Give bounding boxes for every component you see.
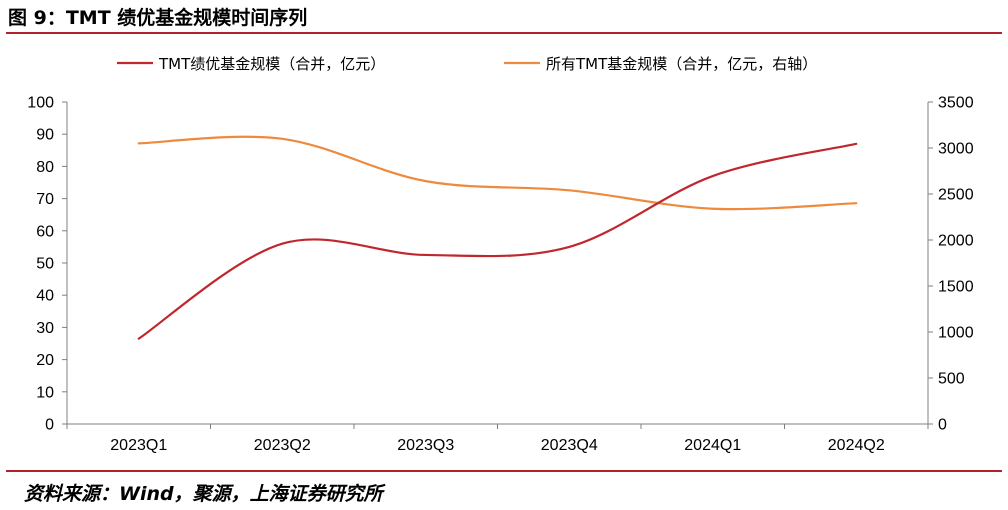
legend-item-all-tmt-funds: 所有TMT基金规模（合并，亿元，右轴）: [504, 55, 817, 73]
source-rule: [6, 470, 1002, 472]
right-tick-label: 1500: [938, 279, 974, 296]
right-tick-label: 1000: [938, 325, 974, 342]
right-tick-label: 3000: [938, 141, 974, 158]
x-tick-label: 2023Q4: [541, 437, 598, 454]
left-tick-label: 40: [36, 288, 54, 305]
x-tick-label: 2024Q1: [684, 437, 741, 454]
left-tick-label: 70: [36, 191, 54, 208]
title-rule: [6, 32, 1002, 34]
legend-item-tmt-top-funds: TMT绩优基金规模（合并，亿元）: [117, 55, 385, 73]
left-tick-label: 30: [36, 320, 54, 337]
x-tick-label: 2023Q3: [397, 437, 454, 454]
left-tick-label: 10: [36, 384, 54, 401]
series-line-all-tmt-funds: [137, 135, 858, 211]
right-tick-label: 2500: [938, 187, 974, 204]
left-tick-label: 20: [36, 352, 54, 369]
x-tick-label: 2024Q2: [828, 437, 885, 454]
right-tick-label: 2000: [938, 233, 974, 250]
chart-axes: 0102030405060708090100050010001500200025…: [27, 95, 973, 455]
right-tick-label: 3500: [938, 95, 974, 112]
chart-series: [137, 135, 858, 340]
left-tick-label: 80: [36, 159, 54, 176]
x-tick-label: 2023Q2: [254, 437, 311, 454]
legend-label: TMT绩优基金规模（合并，亿元）: [158, 55, 385, 73]
right-tick-label: 0: [938, 417, 947, 434]
series-line-tmt-top-funds: [137, 142, 858, 340]
right-tick-label: 500: [938, 371, 965, 388]
source-note: 资料来源：Wind，聚源，上海证券研究所: [24, 483, 383, 505]
chart-legend: TMT绩优基金规模（合并，亿元） 所有TMT基金规模（合并，亿元，右轴）: [117, 55, 817, 73]
left-tick-label: 90: [36, 127, 54, 144]
x-tick-label: 2023Q1: [110, 437, 167, 454]
left-tick-label: 60: [36, 223, 54, 240]
legend-label: 所有TMT基金规模（合并，亿元，右轴）: [546, 55, 817, 73]
figure-title: 图 9：TMT 绩优基金规模时间序列: [8, 7, 308, 29]
left-tick-label: 0: [45, 417, 54, 434]
line-chart: TMT绩优基金规模（合并，亿元） 所有TMT基金规模（合并，亿元，右轴） 0 10 2…: [27, 55, 973, 455]
left-tick-label: 50: [36, 256, 54, 273]
left-tick-label: 100: [27, 95, 54, 112]
